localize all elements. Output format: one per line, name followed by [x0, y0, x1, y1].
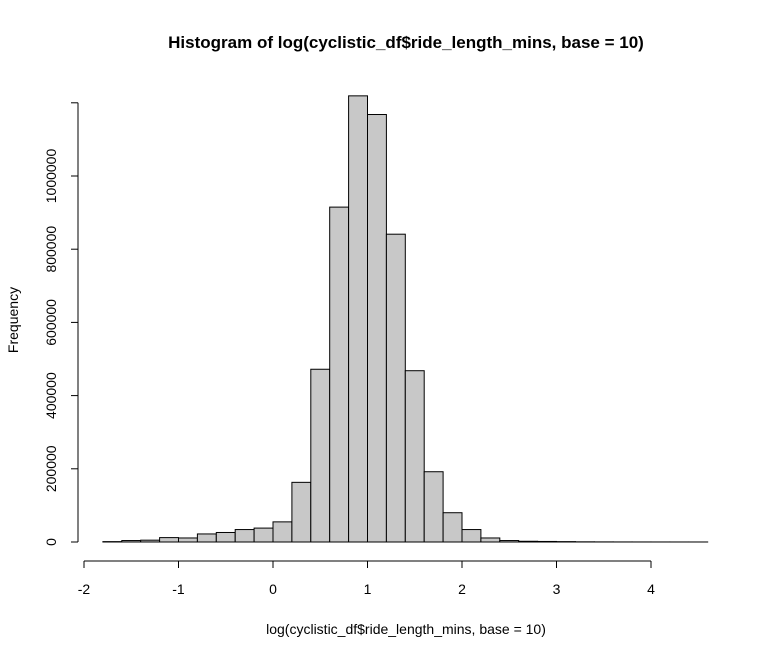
histogram-bar — [348, 95, 369, 543]
x-axis-label: log(cyclistic_df$ride_length_mins, base … — [266, 621, 546, 637]
bars-group — [102, 95, 709, 543]
histogram-bar — [480, 537, 501, 543]
histogram-bar — [253, 527, 274, 543]
histogram-bar — [404, 370, 425, 543]
y-tick-label: 800000 — [43, 226, 59, 273]
histogram-bar — [215, 531, 236, 543]
x-tick-label: 3 — [553, 581, 561, 597]
y-tick-label: 600000 — [43, 299, 59, 346]
x-tick-label: 1 — [364, 581, 372, 597]
histogram-bar — [518, 540, 539, 543]
y-tick-label: 1000000 — [43, 149, 59, 204]
histogram-bar — [310, 368, 331, 543]
chart-title: Histogram of log(cyclistic_df$ride_lengt… — [168, 33, 644, 52]
histogram-bar — [367, 114, 387, 543]
x-tick-label: 4 — [647, 581, 655, 597]
histogram-bar — [272, 521, 293, 543]
histogram-bar — [461, 529, 482, 543]
histogram-bar — [121, 540, 142, 543]
y-tick-label: 0 — [43, 538, 59, 546]
y-axis-label: Frequency — [5, 287, 21, 353]
x-tick-label: 2 — [458, 581, 466, 597]
y-tick-label: 200000 — [43, 445, 59, 492]
histogram-bar — [291, 481, 312, 543]
x-tick-label: -2 — [78, 581, 91, 597]
histogram-bar — [537, 540, 557, 543]
histogram-bar — [329, 206, 350, 543]
histogram-bar — [499, 540, 520, 543]
histogram-bar — [178, 537, 198, 543]
histogram-bar — [196, 533, 217, 543]
x-axis: -2 -1 0 1 2 3 4 — [78, 560, 655, 597]
y-tick-label: 400000 — [43, 372, 59, 419]
histogram-bar — [234, 529, 255, 543]
histogram-bar — [385, 233, 406, 543]
histogram-bar — [423, 471, 444, 543]
histogram-bar — [442, 512, 463, 543]
y-axis: 0 200000 400000 600000 800000 1000000 — [43, 102, 79, 546]
x-tick-label: -1 — [172, 581, 185, 597]
histogram-bar — [140, 539, 161, 543]
histogram-bar — [159, 537, 180, 543]
x-tick-label: 0 — [269, 581, 277, 597]
